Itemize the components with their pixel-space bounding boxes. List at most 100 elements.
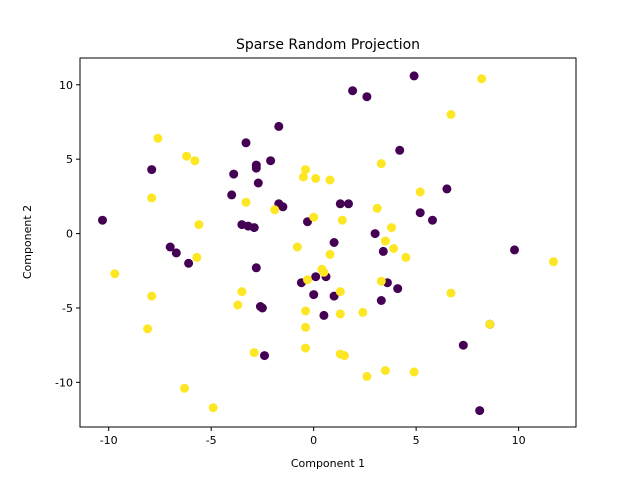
- scatter-point: [147, 193, 157, 203]
- scatter-point: [510, 245, 519, 255]
- scatter-point: [380, 236, 390, 246]
- x-tick-label: -10: [100, 434, 118, 447]
- scatter-point: [253, 178, 263, 188]
- scatter-point: [311, 272, 321, 282]
- scatter-point: [309, 212, 319, 222]
- scatter-point: [329, 238, 339, 247]
- scatter-point: [477, 74, 487, 84]
- y-tick-label: 5: [66, 153, 73, 166]
- scatter-point: [257, 303, 267, 313]
- scatter-point: [237, 287, 247, 297]
- scatter-point: [98, 215, 107, 225]
- chart-title: Sparse Random Projection: [236, 37, 420, 53]
- x-tick-label: 0: [310, 434, 317, 447]
- scatter-point: [147, 165, 157, 175]
- scatter-point: [485, 319, 495, 329]
- scatter-point: [362, 371, 372, 381]
- scatter-point: [319, 310, 329, 320]
- scatter-point: [301, 343, 310, 353]
- scatter-point: [415, 208, 425, 218]
- scatter-point: [251, 263, 261, 273]
- scatter-point: [325, 249, 335, 259]
- scatter-point: [194, 220, 204, 230]
- y-axis: -10 -5 0 5 10: [55, 79, 80, 389]
- scatter-point: [229, 169, 239, 179]
- scatter-point: [171, 248, 181, 258]
- y-axis-label: Component 2: [21, 205, 34, 279]
- scatter-point: [190, 156, 200, 166]
- scatter-point: [378, 246, 388, 256]
- scatter-point: [415, 187, 425, 197]
- scatter-point: [301, 306, 310, 316]
- scatter-point: [409, 71, 419, 81]
- scatter-point: [260, 351, 269, 361]
- scatter-point: [311, 174, 321, 183]
- scatter-point: [298, 172, 308, 182]
- scatter-point: [370, 229, 380, 239]
- scatter-point: [241, 197, 251, 207]
- scatter-point: [233, 300, 243, 310]
- x-axis-label: Component 1: [291, 457, 365, 470]
- scatter-point: [329, 291, 339, 301]
- scatter-point: [153, 133, 163, 143]
- scatter-point: [192, 252, 202, 262]
- scatter-point: [475, 406, 485, 416]
- scatter-point: [376, 296, 386, 305]
- scatter-point: [182, 151, 192, 161]
- scatter-point: [110, 269, 120, 279]
- scatter-point: [335, 199, 345, 209]
- scatter-point: [227, 190, 237, 200]
- scatter-point: [241, 138, 251, 148]
- scatter-point: [303, 275, 312, 285]
- scatter-point: [292, 242, 302, 252]
- scatter-point: [335, 309, 345, 319]
- scatter-point: [395, 145, 405, 155]
- scatter-point: [208, 403, 218, 413]
- x-tick-label: -5: [206, 434, 217, 447]
- scatter-point: [337, 215, 347, 225]
- scatter-point: [266, 156, 276, 166]
- scatter-point: [458, 340, 468, 350]
- scatter-point: [376, 159, 386, 169]
- plot-area: [98, 71, 558, 416]
- y-tick-label: -10: [55, 376, 73, 389]
- x-axis: -10 -5 0 5 10: [100, 427, 526, 447]
- scatter-point: [180, 383, 189, 393]
- scatter-point: [428, 215, 437, 225]
- scatter-point: [442, 184, 452, 194]
- scatter-point: [165, 242, 175, 252]
- y-tick-label: -5: [62, 302, 73, 315]
- scatter-point: [301, 322, 310, 332]
- scatter-point: [335, 287, 345, 297]
- scatter-point: [278, 202, 288, 212]
- scatter-point: [393, 284, 403, 294]
- scatter-point: [358, 307, 368, 317]
- scatter-point: [446, 110, 456, 119]
- y-tick-label: 10: [59, 79, 73, 92]
- scatter-point: [143, 324, 153, 334]
- scatter-point: [309, 290, 319, 300]
- scatter-point: [348, 86, 358, 96]
- scatter-point: [249, 223, 259, 233]
- x-tick-label: 5: [413, 434, 420, 447]
- scatter-point: [147, 291, 157, 301]
- scatter-point: [380, 366, 390, 375]
- scatter-point: [387, 223, 396, 233]
- scatter-point: [446, 288, 456, 298]
- scatter-point: [251, 163, 261, 173]
- scatter-point: [549, 257, 558, 267]
- scatter-point: [301, 165, 310, 175]
- scatter-point: [319, 267, 329, 277]
- axes-frame: [79, 57, 577, 428]
- scatter-point: [372, 203, 382, 213]
- scatter-point: [389, 244, 399, 253]
- scatter-point: [362, 92, 372, 102]
- scatter-point: [325, 175, 335, 185]
- scatter-point: [376, 276, 386, 286]
- scatter-point: [270, 205, 280, 215]
- scatter-point: [409, 367, 419, 377]
- scatter-point: [401, 252, 411, 262]
- scatter-point: [184, 258, 194, 268]
